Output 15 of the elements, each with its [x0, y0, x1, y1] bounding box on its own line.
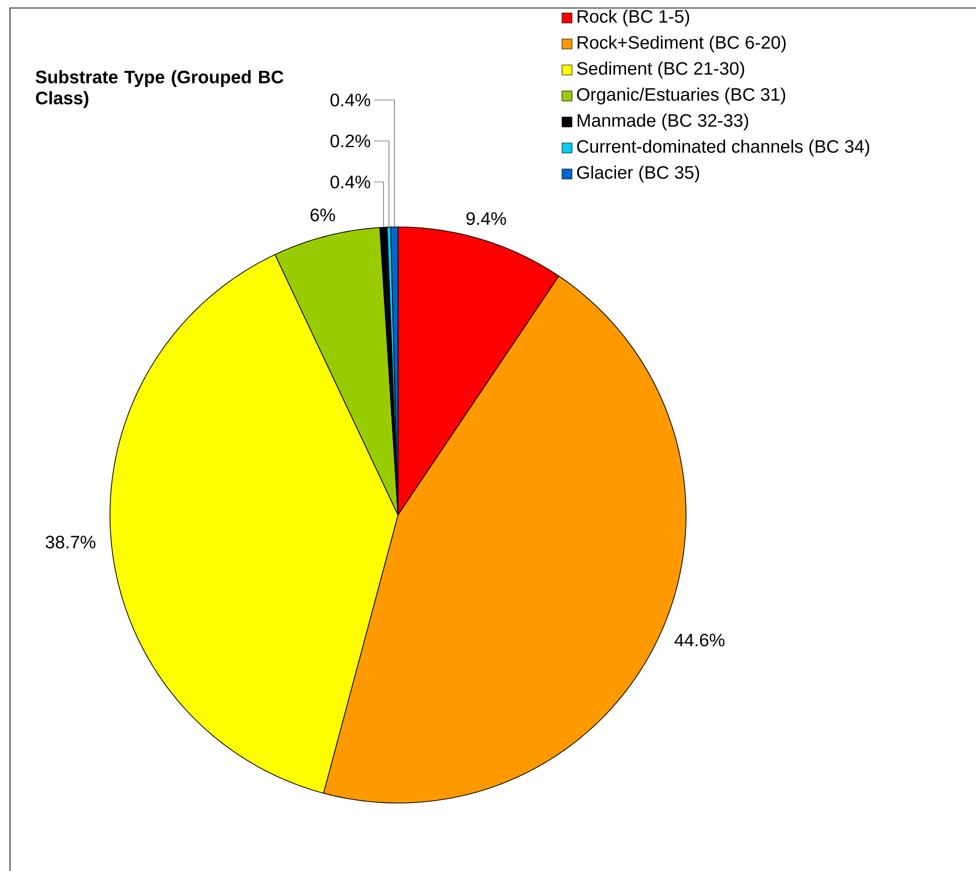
legend-label: Organic/Estuaries (BC 31): [577, 88, 786, 104]
data-label: 0.4%: [330, 94, 370, 106]
data-label: 6%: [310, 208, 336, 222]
text: Substrate Type (Grouped BC Class): [36, 70, 284, 108]
legend-label: Rock+Sediment (BC 6-20): [578, 36, 786, 52]
legend-label: Glacier (BC 35): [577, 166, 700, 182]
data-label: 0.4%: [330, 176, 370, 188]
legend-label: Sediment (BC 21-30): [577, 62, 744, 78]
data-label: 0.2%: [330, 134, 370, 148]
legend-label: Rock (BC 1-5): [578, 10, 690, 26]
legend-label: Current-dominated channels (BC 34): [577, 140, 870, 156]
data-label: 9.4%: [466, 212, 506, 225]
data-label: 44.6%: [674, 634, 724, 646]
data-label: 38.7%: [46, 536, 96, 548]
legend-label: Manmade (BC 32-33): [578, 114, 748, 130]
